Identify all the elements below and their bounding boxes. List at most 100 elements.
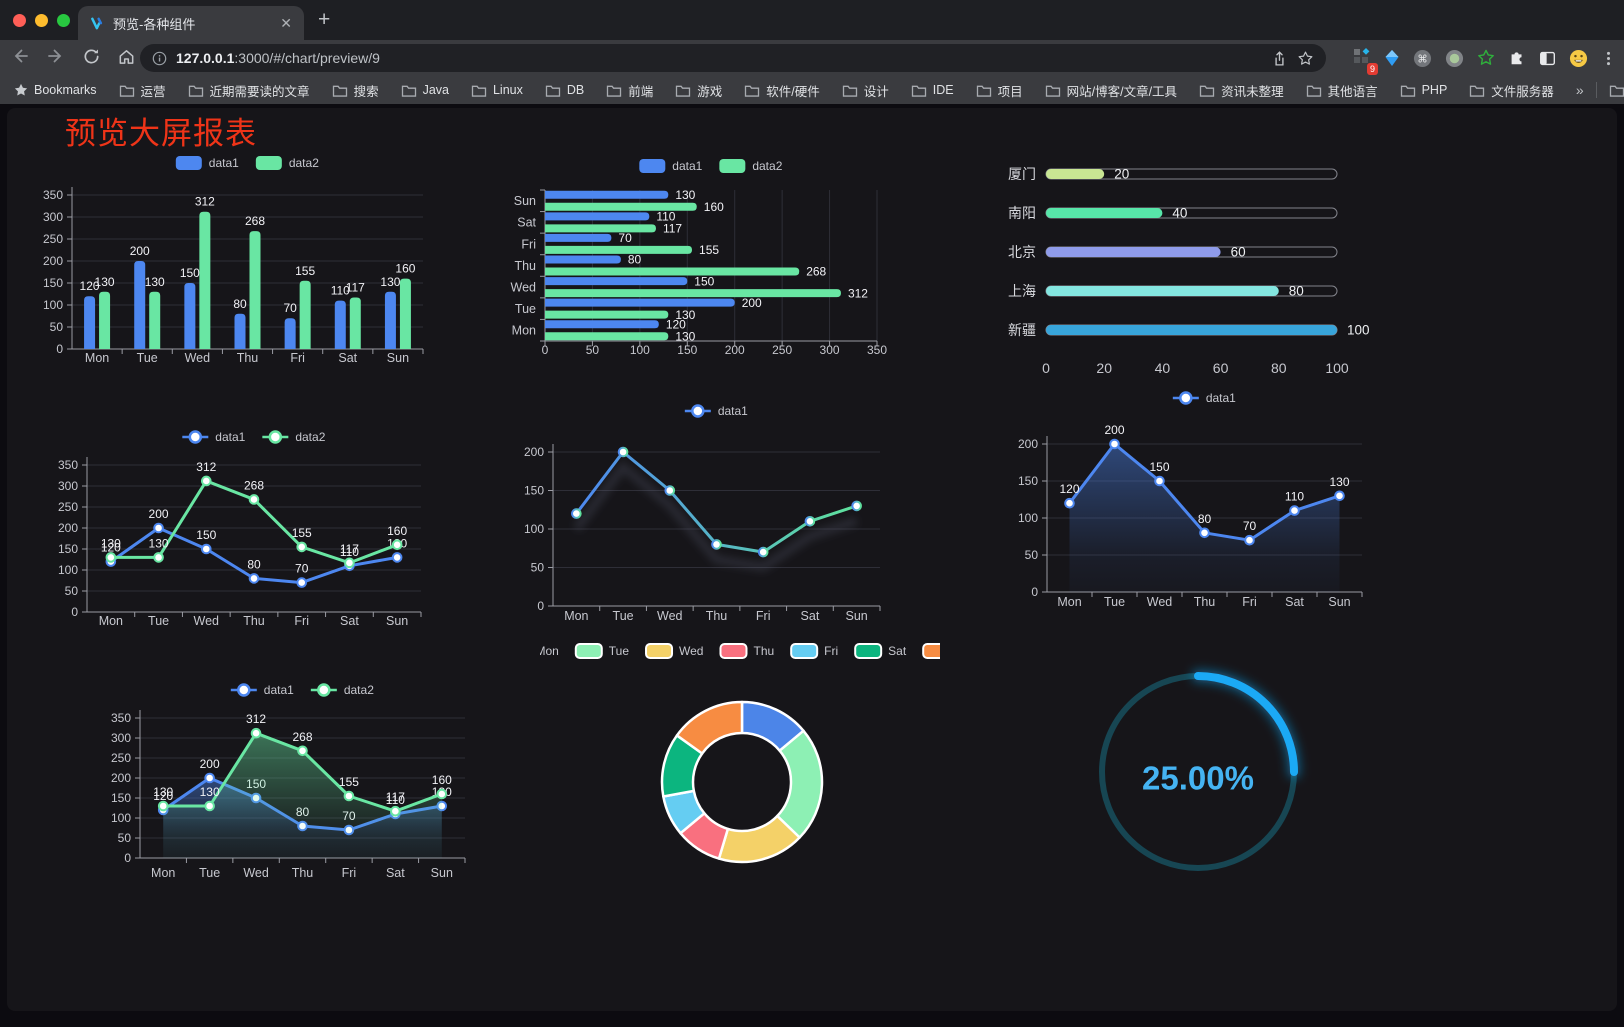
address-bar[interactable]: 127.0.0.1:3000/#/chart/preview/9	[140, 44, 1326, 72]
svg-text:200: 200	[130, 244, 150, 258]
svg-text:350: 350	[43, 188, 63, 202]
folder-icon	[911, 85, 926, 97]
svg-text:200: 200	[58, 521, 78, 535]
bookmark-folder[interactable]: 近期需要读的文章	[188, 81, 310, 100]
browser-tab[interactable]: 预览-各种组件 ✕	[78, 6, 304, 40]
extensions-puzzle-icon[interactable]	[1508, 49, 1526, 67]
svg-text:南阳: 南阳	[1008, 205, 1036, 221]
chart-gauge[interactable]: 25.00%	[1080, 650, 1320, 895]
bookmark-folder[interactable]: 其他语言	[1306, 81, 1378, 100]
svg-text:117: 117	[346, 281, 365, 295]
svg-text:Mon: Mon	[540, 644, 559, 658]
chart-bar-vertical[interactable]: 0 50 100 150 200 250 300 350 Mon Tue Wed Thu Fri Sat S…	[40, 145, 440, 375]
bookmark-folder[interactable]: 软件/硬件	[744, 81, 820, 100]
svg-text:data2: data2	[752, 159, 782, 173]
chart-area-two-series[interactable]: 0 50 100 150 200 250 300 350 Mon Tue Wed Thu Fri Sat S…	[100, 665, 490, 890]
page-viewport	[0, 104, 1624, 1027]
folder-icon	[401, 85, 416, 97]
bookmark-folder[interactable]: 设计	[842, 81, 889, 100]
svg-text:80: 80	[628, 253, 642, 267]
svg-text:Mon: Mon	[99, 614, 123, 628]
chart-line-gradient[interactable]: 0 50 100 150 200 Mon Tue Wed Thu Fri Sat Sun data1	[500, 390, 890, 630]
svg-text:117: 117	[340, 542, 359, 556]
svg-text:Tue: Tue	[137, 351, 158, 365]
bookmarks-manager[interactable]: Bookmarks	[14, 83, 97, 97]
svg-text:100: 100	[58, 563, 78, 577]
bookmark-folder[interactable]: 项目	[976, 81, 1023, 100]
bookmark-folder[interactable]: DB	[545, 83, 584, 97]
close-window-button[interactable]	[13, 14, 26, 27]
svg-text:300: 300	[58, 479, 78, 493]
svg-text:200: 200	[1018, 437, 1038, 451]
bookmark-folder[interactable]: 前端	[606, 81, 653, 100]
bookmarks-list: 运营 近期需要读的文章 搜索 Java Linux DB 前端 游戏 软件/硬件 设计 IDE 项目 网…	[119, 81, 1554, 100]
svg-text:150: 150	[1018, 474, 1038, 488]
svg-text:Tue: Tue	[609, 644, 630, 658]
bookmark-folder[interactable]: 网站/博客/文章/工具	[1045, 81, 1177, 100]
home-icon[interactable]	[117, 47, 136, 66]
minimize-window-button[interactable]	[35, 14, 48, 27]
menu-kebab-icon[interactable]	[1601, 50, 1616, 67]
svg-text:250: 250	[772, 343, 792, 357]
svg-text:130: 130	[200, 785, 220, 799]
bookmark-folder[interactable]: Java	[401, 83, 449, 97]
extension-star-icon[interactable]	[1477, 49, 1495, 67]
svg-text:Thu: Thu	[706, 609, 728, 623]
extension-record-icon[interactable]	[1445, 49, 1464, 68]
info-icon[interactable]	[152, 51, 167, 66]
maximize-window-button[interactable]	[57, 14, 70, 27]
chart-line-two-series[interactable]: 0 50 100 150 200 250 300 350 Mon Tue Wed Thu Fri Sat S…	[40, 420, 440, 635]
bookmark-folder[interactable]: 运营	[119, 81, 166, 100]
forward-icon[interactable]	[46, 46, 66, 66]
svg-text:Thu: Thu	[237, 351, 259, 365]
bookmarks-overflow-chevron[interactable]: »	[1575, 82, 1584, 98]
svg-text:130: 130	[153, 785, 173, 799]
sidebar-icon[interactable]	[1539, 50, 1556, 67]
bookmark-folder[interactable]: 搜索	[332, 81, 379, 100]
svg-text:70: 70	[283, 301, 297, 315]
extension-kite-icon[interactable]	[1384, 49, 1400, 67]
svg-text:data2: data2	[295, 430, 325, 444]
extension-command-icon[interactable]: ⌘	[1413, 49, 1432, 68]
bookmark-folder[interactable]: 游戏	[675, 81, 722, 100]
other-bookmarks[interactable]: 其他书签	[1609, 81, 1624, 100]
svg-text:155: 155	[339, 775, 359, 789]
extension-grid-icon[interactable]: 9	[1353, 47, 1378, 75]
svg-text:300: 300	[820, 343, 840, 357]
folder-icon	[745, 85, 760, 97]
bookmark-folder[interactable]: 文件服务器	[1469, 81, 1554, 100]
svg-text:200: 200	[725, 343, 745, 357]
svg-text:Wed: Wed	[185, 351, 211, 365]
svg-text:Thu: Thu	[243, 614, 265, 628]
svg-text:312: 312	[195, 195, 215, 209]
star-icon	[14, 83, 28, 96]
bookmark-folder[interactable]: 资讯未整理	[1199, 81, 1284, 100]
bookmark-star-icon[interactable]	[1297, 50, 1314, 67]
new-tab-button[interactable]: +	[318, 8, 331, 31]
svg-text:130: 130	[95, 275, 115, 289]
svg-text:Sat: Sat	[517, 216, 536, 230]
svg-text:60: 60	[1213, 360, 1229, 376]
chart-line-area[interactable]: 0 50 100 150 200 Mon Tue Wed Thu Fri Sat Sun 120 200 1…	[985, 380, 1375, 615]
reload-icon[interactable]	[82, 47, 101, 66]
tab-favicon	[91, 17, 103, 29]
emoji-extension-icon[interactable]	[1569, 49, 1588, 68]
chart-progress-bars[interactable]: 厦门 20 南阳 40 北京 60 上海 80 新疆 100 0 20 40 60 80 100	[990, 150, 1380, 385]
url-path: :3000/#/chart/preview/9	[234, 50, 380, 66]
back-icon[interactable]	[10, 46, 30, 66]
svg-text:Wed: Wed	[194, 614, 220, 628]
bookmark-folder[interactable]: IDE	[911, 83, 954, 97]
bookmark-folder[interactable]: Linux	[471, 83, 523, 97]
bookmark-folder[interactable]: PHP	[1400, 83, 1447, 97]
svg-text:130: 130	[675, 329, 695, 343]
chart-bar-horizontal[interactable]: 0 50 100 150 200 250 300 350 Mon 120 130 Tue 200 130 W…	[500, 150, 900, 365]
folder-icon	[607, 85, 622, 97]
url-host: 127.0.0.1	[176, 50, 235, 66]
svg-text:60: 60	[1231, 245, 1246, 260]
svg-text:312: 312	[246, 712, 266, 726]
svg-text:150: 150	[524, 484, 544, 498]
tab-close-icon[interactable]: ✕	[280, 15, 292, 31]
svg-text:Sat: Sat	[338, 351, 357, 365]
share-icon[interactable]	[1271, 50, 1288, 67]
